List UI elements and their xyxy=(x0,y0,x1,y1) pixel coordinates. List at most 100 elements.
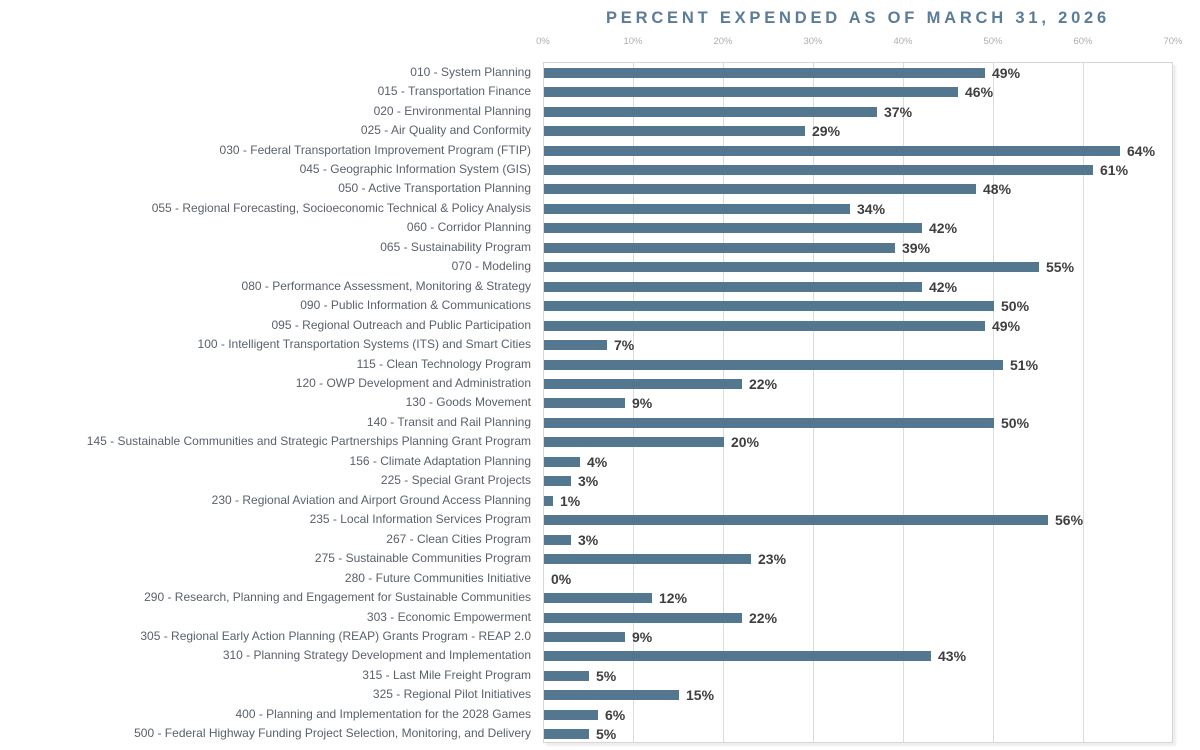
bar-row: 7% xyxy=(544,335,1172,354)
category-label: 305 - Regional Early Action Planning (RE… xyxy=(140,628,531,643)
category-label: 303 - Economic Empowerment xyxy=(366,609,531,624)
bar xyxy=(544,670,589,681)
category-label: 275 - Sustainable Communities Program xyxy=(314,551,531,566)
value-label: 5% xyxy=(596,667,617,684)
bar xyxy=(544,281,922,292)
bar xyxy=(544,554,751,565)
value-label: 51% xyxy=(1010,356,1039,373)
value-label: 23% xyxy=(758,551,787,568)
bar xyxy=(544,301,994,312)
plot-area: 49% 46% 37% 29% 64% 61% 48% 34% 42% 39% 55% 42% 50% 4… xyxy=(543,62,1173,743)
bar xyxy=(544,106,877,117)
gridline xyxy=(903,63,904,742)
category-label: 290 - Research, Planning and Engagement … xyxy=(144,590,531,605)
value-label: 34% xyxy=(857,200,886,217)
value-label: 50% xyxy=(1001,298,1030,315)
category-label: 030 - Federal Transportation Improvement… xyxy=(219,142,531,157)
bar-row: 3% xyxy=(544,472,1172,491)
value-label: 1% xyxy=(560,492,581,509)
value-label: 55% xyxy=(1046,259,1075,276)
bar-row: 34% xyxy=(544,199,1172,218)
bar xyxy=(544,223,922,234)
category-label: 315 - Last Mile Freight Program xyxy=(362,667,531,682)
chart-title: PERCENT EXPENDED AS OF MARCH 31, 2026 xyxy=(606,9,1110,27)
category-label: 115 - Clean Technology Program xyxy=(356,356,531,371)
category-label: 025 - Air Quality and Conformity xyxy=(360,123,531,138)
value-label: 42% xyxy=(929,220,958,237)
gridline xyxy=(993,63,994,742)
bar-row: 50% xyxy=(544,296,1172,315)
bar-row: 51% xyxy=(544,355,1172,374)
x-tick-label: 40% xyxy=(893,36,913,47)
bar xyxy=(544,67,985,78)
value-label: 50% xyxy=(1001,414,1030,431)
category-label: 065 - Sustainability Program xyxy=(380,239,531,254)
bar-row: 22% xyxy=(544,608,1172,627)
gridline xyxy=(1083,63,1084,742)
bar xyxy=(544,495,553,506)
bar-row: 48% xyxy=(544,180,1172,199)
value-label: 49% xyxy=(992,317,1021,334)
bar-row: 50% xyxy=(544,413,1172,432)
bar-row: 29% xyxy=(544,121,1172,140)
value-label: 39% xyxy=(902,239,931,256)
category-label: 120 - OWP Development and Administration xyxy=(295,376,531,391)
value-label: 48% xyxy=(983,181,1012,198)
category-label: 100 - Intelligent Transportation Systems… xyxy=(197,337,531,352)
value-label: 15% xyxy=(686,687,715,704)
bar-row: 15% xyxy=(544,686,1172,705)
category-label: 280 - Future Communities Initiative xyxy=(344,570,531,585)
bar xyxy=(544,242,895,253)
value-label: 22% xyxy=(749,376,778,393)
bar xyxy=(544,398,625,409)
bar xyxy=(544,534,571,545)
value-label: 9% xyxy=(632,395,653,412)
category-label: 055 - Regional Forecasting, Socioeconomi… xyxy=(151,200,531,215)
x-axis: 0% 10% 20% 30% 40% 50% 60% 70% xyxy=(0,36,1200,50)
category-label: 500 - Federal Highway Funding Project Se… xyxy=(134,726,531,741)
category-label: 225 - Special Grant Projects xyxy=(380,473,531,488)
category-axis: 010 - System Planning 015 - Transportatio… xyxy=(0,62,531,743)
bar-row: 5% xyxy=(544,666,1172,685)
x-tick-label: 10% xyxy=(623,36,643,47)
category-label: 267 - Clean Cities Program xyxy=(386,531,531,546)
bar xyxy=(544,145,1120,156)
category-label: 145 - Sustainable Communities and Strate… xyxy=(86,434,531,449)
bar-row: 9% xyxy=(544,627,1172,646)
bar xyxy=(544,729,589,740)
value-label: 0% xyxy=(551,570,572,587)
x-tick-label: 70% xyxy=(1163,36,1183,47)
value-label: 5% xyxy=(596,726,617,743)
value-label: 56% xyxy=(1055,512,1084,529)
bar xyxy=(544,456,580,467)
bar xyxy=(544,631,625,642)
bar-row: 3% xyxy=(544,530,1172,549)
bar-row: 5% xyxy=(544,725,1172,744)
bar xyxy=(544,126,805,137)
bar-row: 49% xyxy=(544,63,1172,82)
category-label: 095 - Regional Outreach and Public Parti… xyxy=(271,317,532,332)
bar xyxy=(544,515,1048,526)
bar-row: 0% xyxy=(544,569,1172,588)
value-label: 42% xyxy=(929,278,958,295)
bar xyxy=(544,262,1039,273)
bar xyxy=(544,359,1003,370)
category-label: 310 - Planning Strategy Development and … xyxy=(222,648,531,663)
category-label: 050 - Active Transportation Planning xyxy=(338,181,531,196)
value-label: 49% xyxy=(992,64,1021,81)
x-tick-label: 20% xyxy=(713,36,733,47)
bar xyxy=(544,612,742,623)
bar xyxy=(544,476,571,487)
category-label: 015 - Transportation Finance xyxy=(377,84,531,99)
value-label: 9% xyxy=(632,628,653,645)
bar xyxy=(544,320,985,331)
bar xyxy=(544,87,958,98)
bar xyxy=(544,417,994,428)
bar-row: 64% xyxy=(544,141,1172,160)
value-label: 29% xyxy=(812,123,841,140)
bar xyxy=(544,165,1093,175)
bar-row: 42% xyxy=(544,277,1172,296)
value-label: 12% xyxy=(659,590,688,607)
bar-row: 20% xyxy=(544,433,1172,452)
